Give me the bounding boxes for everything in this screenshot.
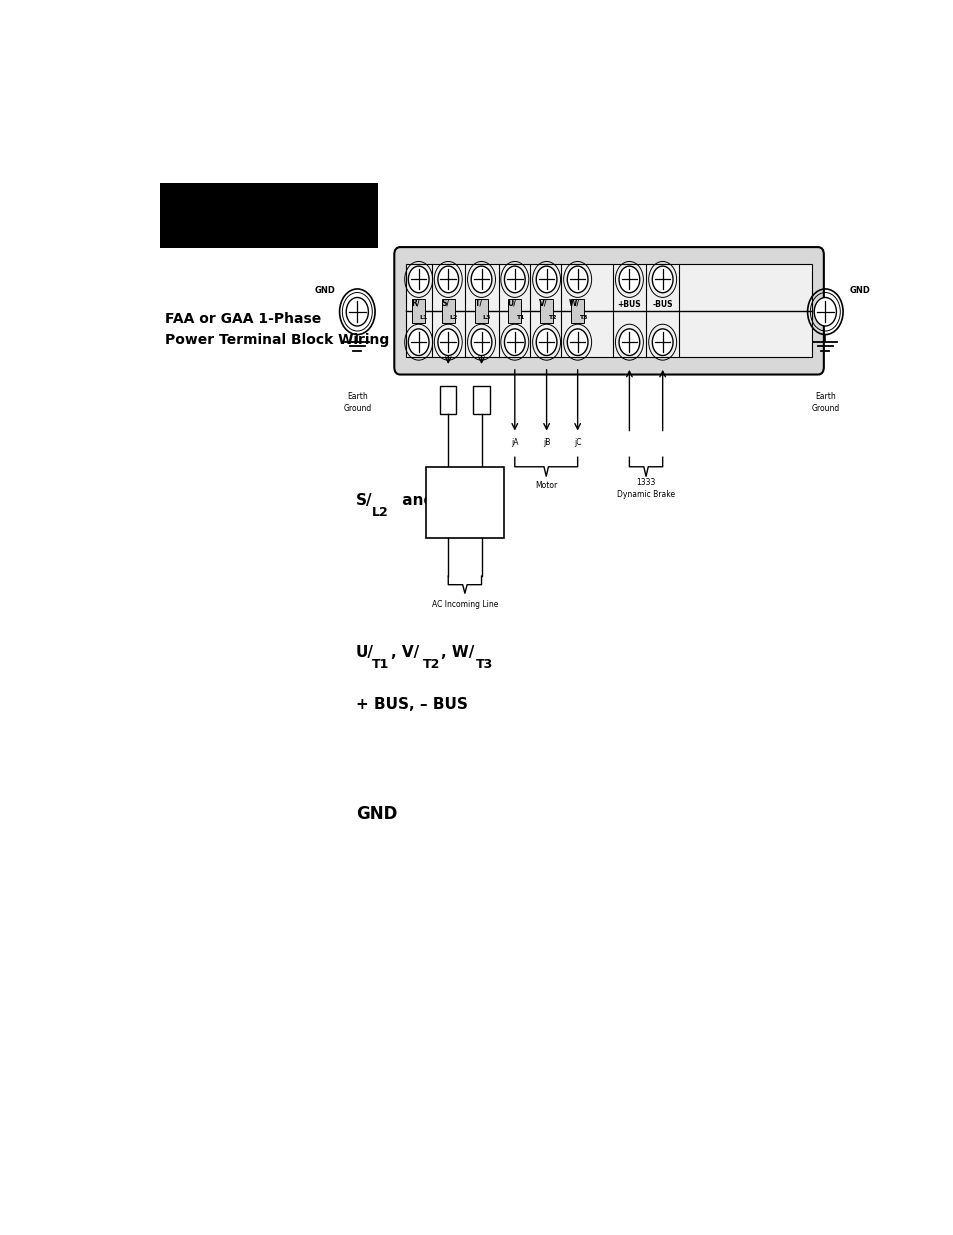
Text: L3: L3 <box>456 506 472 519</box>
Text: AC Incoming Line: AC Incoming Line <box>432 600 497 609</box>
Text: T3: T3 <box>476 658 493 672</box>
Circle shape <box>536 266 557 293</box>
Circle shape <box>504 266 524 293</box>
Text: and T/: and T/ <box>396 493 455 508</box>
Circle shape <box>504 329 524 356</box>
Text: S/: S/ <box>355 493 372 508</box>
Bar <box>406 264 811 357</box>
Bar <box>539 299 553 322</box>
Text: T2: T2 <box>422 658 439 672</box>
Bar <box>473 385 489 415</box>
Circle shape <box>567 266 587 293</box>
Text: , V/: , V/ <box>391 645 419 659</box>
Bar <box>475 299 488 322</box>
Text: L2: L2 <box>372 506 389 519</box>
Circle shape <box>618 329 639 356</box>
Text: T2: T2 <box>547 315 556 320</box>
Text: FAA or GAA 1-Phase: FAA or GAA 1-Phase <box>165 311 321 326</box>
Circle shape <box>536 329 557 356</box>
Bar <box>441 299 455 322</box>
Text: Earth: Earth <box>814 391 835 400</box>
Circle shape <box>346 298 368 326</box>
Text: GND: GND <box>849 285 870 295</box>
Text: U/: U/ <box>507 299 516 308</box>
Circle shape <box>408 266 429 293</box>
Text: jC: jC <box>574 438 580 447</box>
Circle shape <box>471 329 492 356</box>
Text: jA: jA <box>511 438 518 447</box>
Circle shape <box>652 329 672 356</box>
Text: L1: L1 <box>419 315 428 320</box>
Text: Ground: Ground <box>810 404 839 412</box>
Circle shape <box>408 329 429 356</box>
Text: T3: T3 <box>578 315 586 320</box>
Circle shape <box>652 266 672 293</box>
Text: U/: U/ <box>355 645 374 659</box>
Text: GND: GND <box>314 285 335 295</box>
Text: Earth: Earth <box>347 391 367 400</box>
Text: L3: L3 <box>482 315 491 320</box>
Circle shape <box>437 266 458 293</box>
Circle shape <box>618 266 639 293</box>
Text: T1: T1 <box>516 315 524 320</box>
Bar <box>426 467 503 538</box>
Text: + BUS, – BUS: + BUS, – BUS <box>355 698 467 713</box>
Text: R/: R/ <box>411 299 419 308</box>
Circle shape <box>567 329 587 356</box>
Text: +BUS: +BUS <box>617 300 640 309</box>
Bar <box>571 299 583 322</box>
Text: W/: W/ <box>569 299 579 308</box>
Text: T/: T/ <box>474 299 482 308</box>
Text: , W/: , W/ <box>440 645 474 659</box>
Circle shape <box>437 329 458 356</box>
Bar <box>412 299 425 322</box>
Text: Ground: Ground <box>343 404 371 412</box>
Text: V/: V/ <box>538 299 547 308</box>
Circle shape <box>813 298 836 326</box>
Text: Power Terminal Block Wiring: Power Terminal Block Wiring <box>165 332 389 347</box>
FancyBboxPatch shape <box>160 183 377 248</box>
Text: jB: jB <box>542 438 550 447</box>
Text: T1: T1 <box>372 658 389 672</box>
FancyBboxPatch shape <box>394 247 823 374</box>
Circle shape <box>471 266 492 293</box>
Bar <box>508 299 521 322</box>
Bar <box>439 385 456 415</box>
Text: L2: L2 <box>449 315 457 320</box>
Text: S/: S/ <box>441 299 449 308</box>
Text: 1333: 1333 <box>636 478 655 487</box>
Text: -BUS: -BUS <box>652 300 672 309</box>
Text: Motor: Motor <box>535 482 557 490</box>
Text: GND: GND <box>355 805 396 823</box>
Text: Dynamic Brake: Dynamic Brake <box>617 489 675 499</box>
